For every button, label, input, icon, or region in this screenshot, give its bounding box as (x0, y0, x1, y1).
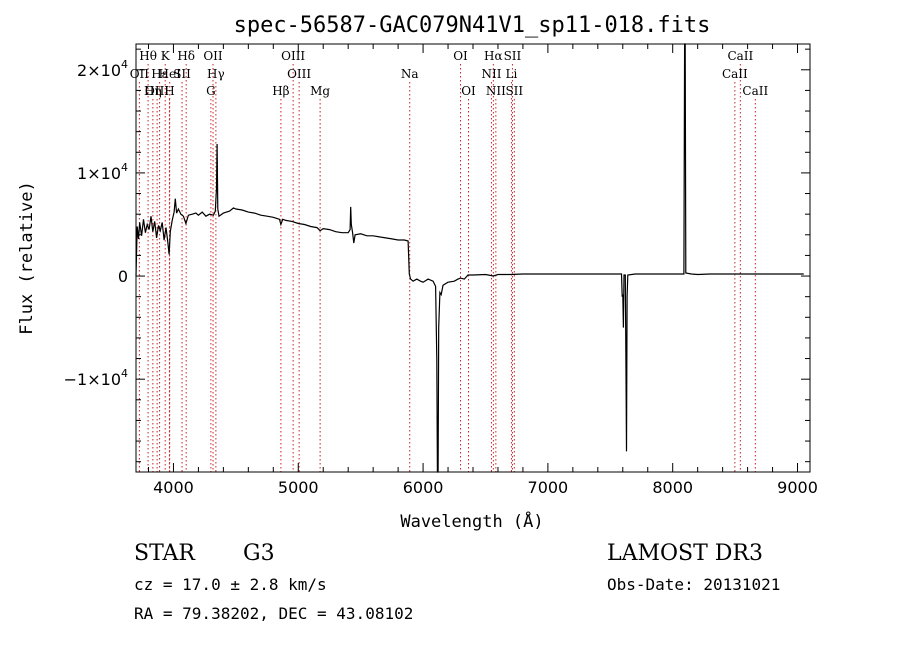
y-axis-label: Flux (relative) (17, 181, 37, 335)
line-marker-label: H (164, 84, 174, 98)
line-marker-label: Hα (484, 49, 503, 63)
y-tick-label: 2×104 (77, 58, 128, 80)
line-marker-label: Li (506, 67, 518, 81)
line-marker-label: Mg (310, 84, 330, 98)
line-marker-label: NII (486, 84, 506, 98)
line-marker-label: OIII (287, 67, 311, 81)
x-tick-label: 8000 (652, 478, 693, 497)
line-marker-label: Hγ (207, 67, 225, 81)
line-marker-label: Hβ (272, 84, 289, 98)
survey-name: LAMOST DR3 (607, 541, 763, 566)
object-subclass: G3 (243, 541, 275, 566)
line-marker-label: OIII (145, 84, 169, 98)
line-marker-label: SII (505, 84, 523, 98)
line-marker-label: OI (453, 49, 468, 63)
line-marker-label: CaII (722, 67, 748, 81)
line-marker-label: SII (504, 49, 522, 63)
line-markers (138, 64, 756, 472)
line-marker-label: G (206, 84, 216, 98)
x-tick-label: 7000 (528, 478, 569, 497)
object-class: STAR (134, 541, 196, 566)
line-marker-label: NII (481, 67, 501, 81)
line-marker-label: Hε (151, 67, 168, 81)
x-axis-label: Wavelength (Å) (400, 510, 543, 532)
line-marker-label: OI (461, 84, 476, 98)
line-marker-labels: Hθ OII OIII Hε K HeI Hη H SII Hδ OII Hγ G OIII OIII Hβ M… (130, 49, 769, 98)
line-marker-label: Na (401, 67, 419, 81)
line-marker-label: K (161, 49, 171, 63)
line-marker-label: OII (130, 67, 150, 81)
spectrum-line (135, 43, 804, 473)
coordinates: RA = 79.38202, DEC = 43.08102 (134, 604, 413, 623)
line-marker-label: Hθ (139, 49, 157, 63)
plot-frame (135, 43, 811, 473)
line-marker-label: SII (173, 67, 191, 81)
line-marker-label: CaII (727, 49, 753, 63)
line-marker-label: CaII (742, 84, 768, 98)
x-tick-label: 6000 (403, 478, 444, 497)
chart-title: spec-56587-GAC079N41V1_sp11-018.fits (234, 13, 711, 38)
line-marker-label: OII (203, 49, 223, 63)
x-tick-label: 9000 (777, 478, 818, 497)
y-tick-label: 0 (118, 267, 128, 286)
line-marker-label: Hδ (177, 49, 195, 63)
x-axis-ticks: 4000 5000 6000 7000 8000 9000 (147, 44, 818, 497)
x-tick-label: 4000 (153, 478, 194, 497)
x-tick-label: 5000 (278, 478, 319, 497)
line-marker-label: Hη (144, 84, 162, 98)
y-tick-label: −1×104 (64, 367, 128, 389)
line-marker-label: OIII (281, 49, 305, 63)
y-axis-ticks: −1×104 0 1×104 2×104 (64, 48, 810, 463)
redshift-info: cz = 17.0 ± 2.8 km/s (134, 575, 327, 594)
line-marker-label: HeI (159, 67, 182, 81)
y-tick-label: 1×104 (77, 161, 128, 183)
observation-date: Obs-Date: 20131021 (607, 575, 780, 594)
